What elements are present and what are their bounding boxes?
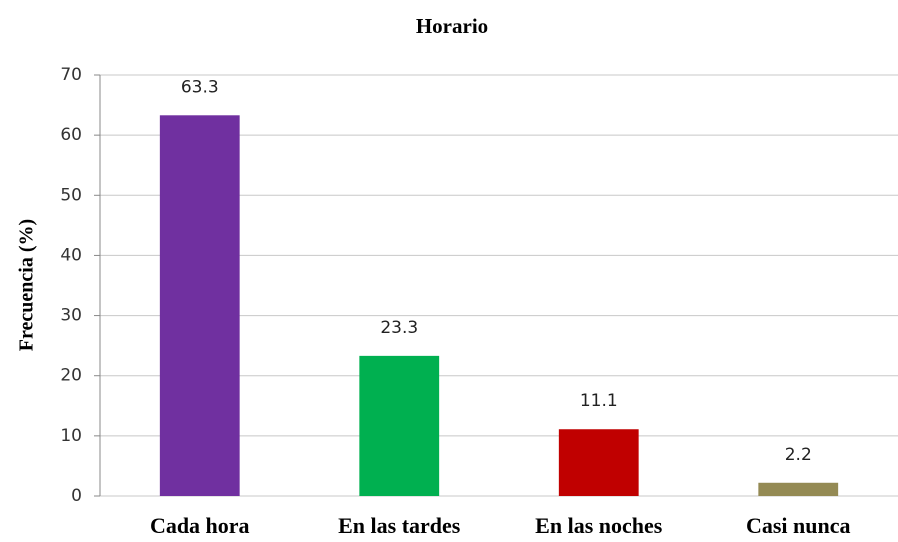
y-tick-label: 0 [71, 486, 82, 506]
chart-title: Horario [416, 14, 488, 38]
y-tick-label: 20 [60, 366, 82, 386]
x-tick-label: Casi nunca [746, 513, 851, 538]
bar [159, 115, 240, 496]
bar [758, 482, 839, 496]
y-tick-label: 50 [60, 185, 82, 205]
y-axis-label: Frecuencia (%) [16, 219, 38, 351]
bar [359, 355, 440, 496]
y-tick-label: 70 [60, 65, 82, 85]
x-tick-label: En las noches [535, 513, 663, 538]
bar [558, 429, 639, 496]
data-label: 11.1 [580, 391, 618, 411]
data-label: 63.3 [181, 77, 219, 97]
y-tick-label: 60 [60, 125, 82, 145]
data-label: 2.2 [785, 445, 812, 465]
y-tick-label: 30 [60, 306, 82, 326]
x-tick-label: En las tardes [338, 513, 461, 538]
data-label: 23.3 [380, 318, 418, 338]
y-tick-label: 40 [60, 245, 82, 265]
x-tick-label: Cada hora [150, 513, 250, 538]
y-tick-label: 10 [60, 426, 82, 446]
